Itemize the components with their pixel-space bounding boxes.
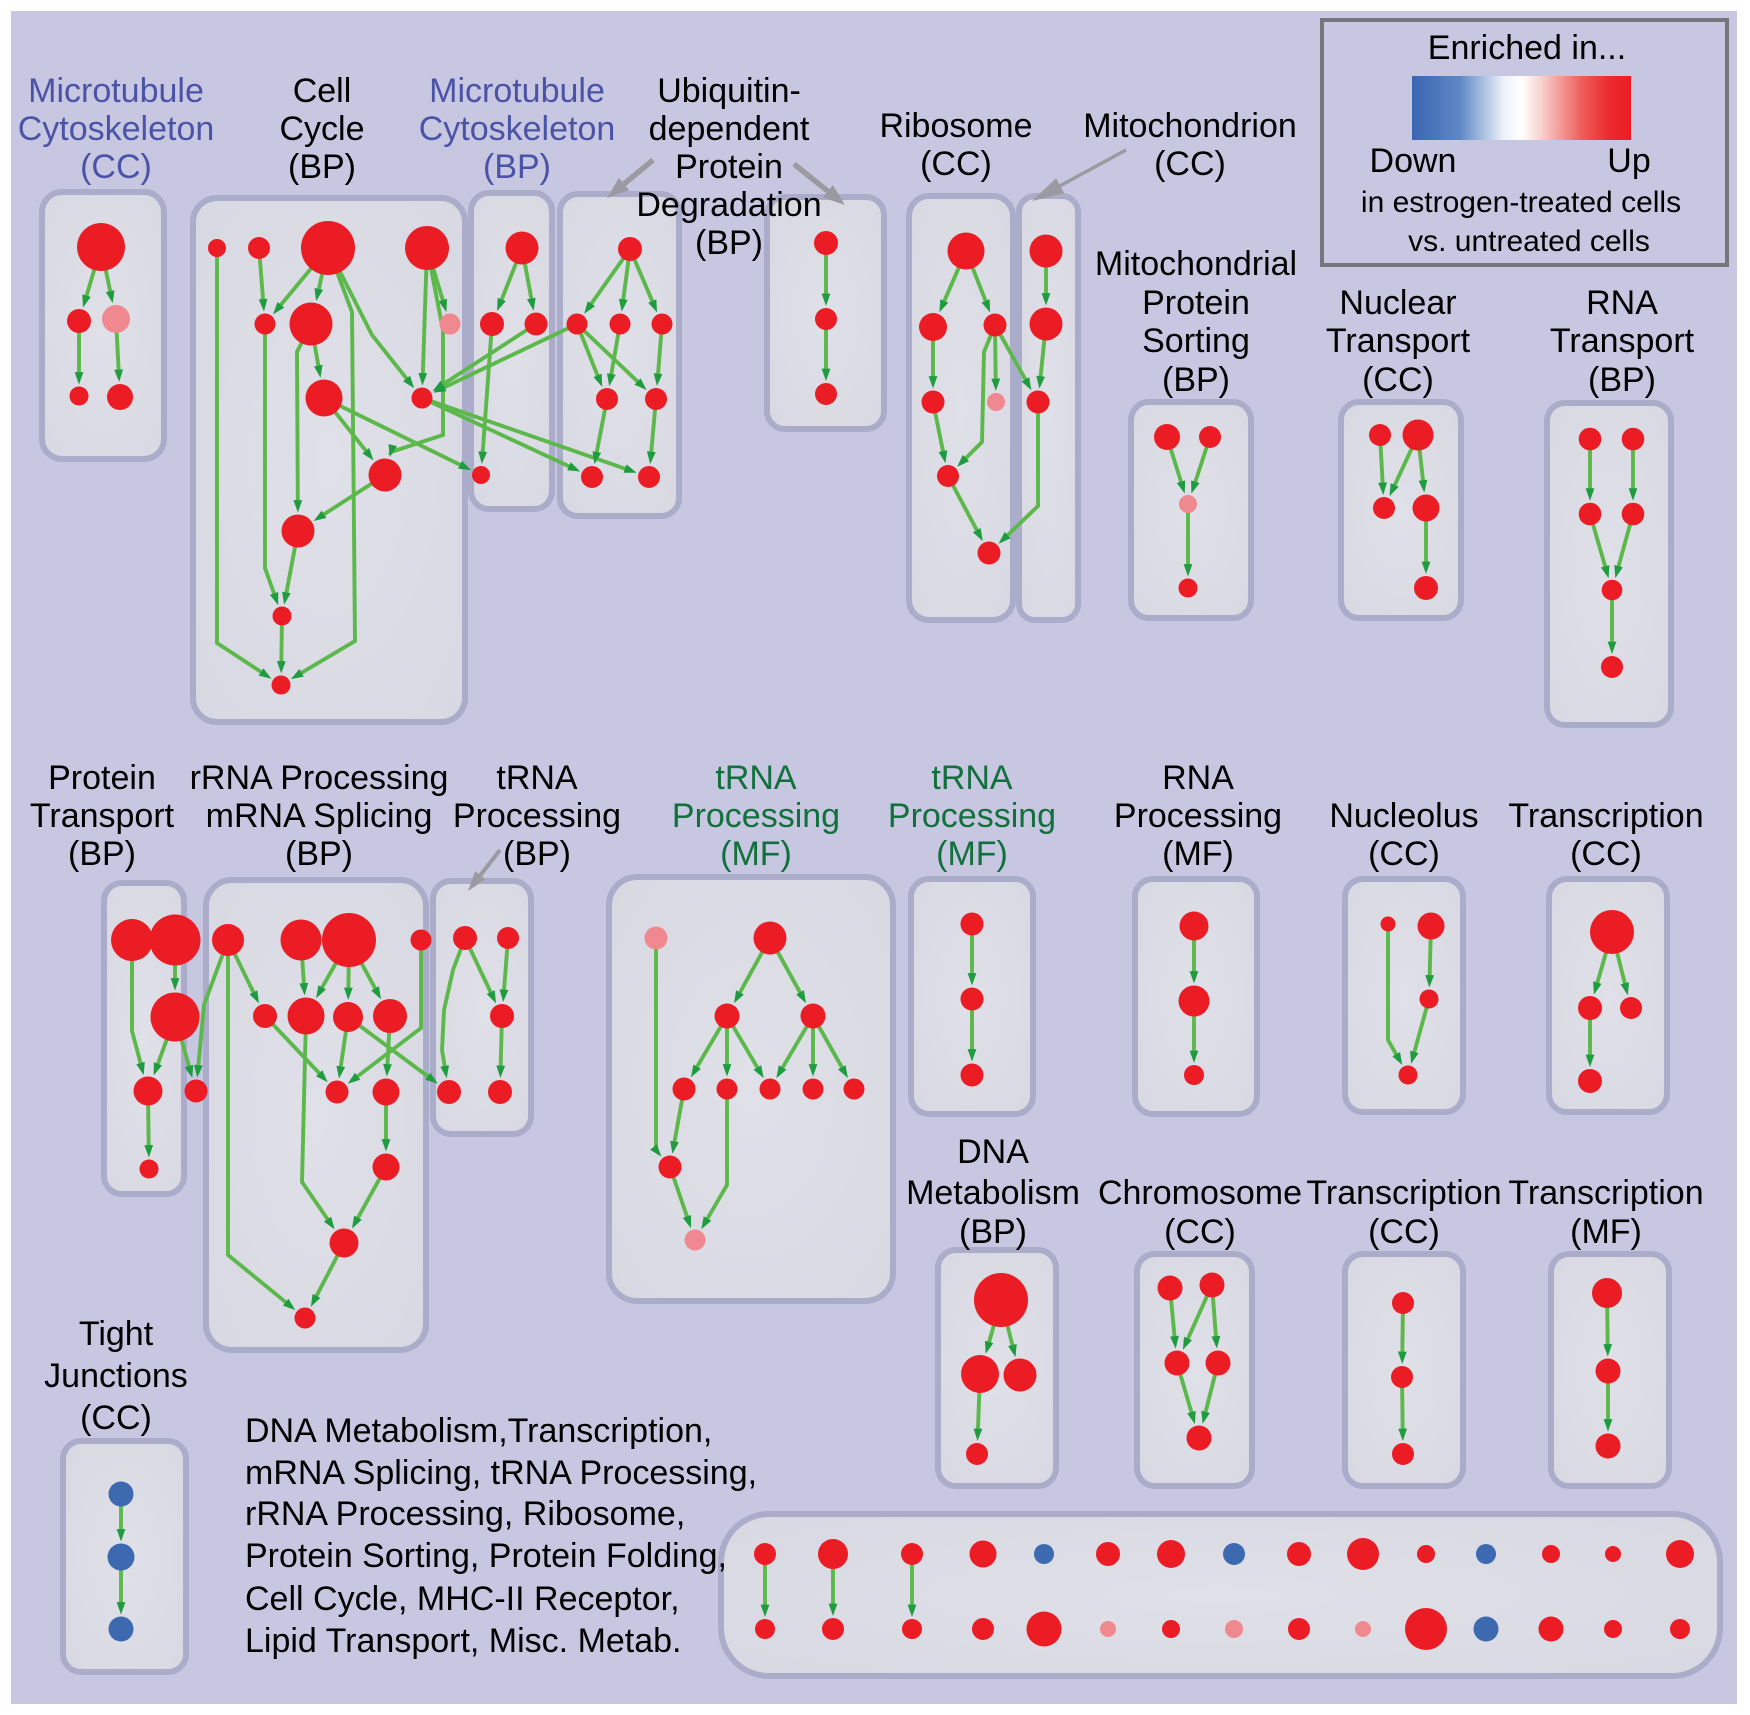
svg-text:Junctions: Junctions (44, 1357, 188, 1395)
svg-text:(BP): (BP) (68, 835, 136, 873)
svg-text:Protein: Protein (1142, 284, 1250, 322)
svg-text:Transcription: Transcription (1508, 1174, 1703, 1212)
svg-text:tRNA: tRNA (931, 759, 1013, 797)
svg-text:Mitochondrial: Mitochondrial (1095, 245, 1297, 283)
svg-text:Transcription: Transcription (1508, 797, 1703, 835)
svg-text:Mitochondrion: Mitochondrion (1083, 107, 1297, 145)
svg-text:(BP): (BP) (285, 835, 353, 873)
svg-text:Metabolism: Metabolism (906, 1174, 1080, 1212)
svg-text:(MF): (MF) (720, 835, 792, 873)
svg-text:mRNA Splicing, tRNA Processing: mRNA Splicing, tRNA Processing, (245, 1454, 757, 1492)
svg-text:Down: Down (1370, 142, 1457, 180)
svg-text:Transcription: Transcription (1306, 1174, 1501, 1212)
svg-text:Cytoskeleton: Cytoskeleton (18, 110, 215, 148)
svg-text:Nuclear: Nuclear (1339, 284, 1456, 322)
svg-text:DNA Metabolism,Transcription,: DNA Metabolism,Transcription, (245, 1412, 712, 1450)
svg-text:(MF): (MF) (1162, 835, 1234, 873)
svg-text:(BP): (BP) (483, 148, 551, 186)
svg-text:Processing: Processing (672, 797, 840, 835)
svg-text:(CC): (CC) (80, 1399, 152, 1437)
svg-text:Nucleolus: Nucleolus (1329, 797, 1478, 835)
svg-text:(CC): (CC) (80, 148, 152, 186)
svg-text:Processing: Processing (1114, 797, 1282, 835)
svg-text:(BP): (BP) (959, 1213, 1027, 1251)
svg-text:Chromosome: Chromosome (1098, 1174, 1302, 1212)
svg-text:(MF): (MF) (936, 835, 1008, 873)
svg-text:dependent: dependent (649, 110, 810, 148)
svg-text:(CC): (CC) (1362, 361, 1434, 399)
svg-text:(BP): (BP) (695, 224, 763, 262)
svg-text:Sorting: Sorting (1142, 322, 1250, 360)
svg-text:tRNA: tRNA (496, 759, 578, 797)
svg-text:(CC): (CC) (1368, 835, 1440, 873)
svg-text:Up: Up (1607, 142, 1650, 180)
svg-text:Cytoskeleton: Cytoskeleton (419, 110, 616, 148)
svg-text:Transport: Transport (30, 797, 175, 835)
svg-text:Degradation: Degradation (636, 186, 821, 224)
svg-text:Microtubule: Microtubule (429, 72, 605, 110)
svg-text:Tight: Tight (79, 1315, 154, 1353)
svg-text:vs. untreated cells: vs. untreated cells (1408, 225, 1650, 258)
svg-text:Protein: Protein (48, 759, 156, 797)
svg-text:(CC): (CC) (1154, 145, 1226, 183)
svg-text:Processing: Processing (888, 797, 1056, 835)
svg-text:Transport: Transport (1550, 322, 1695, 360)
svg-text:rRNA Processing, Ribosome,: rRNA Processing, Ribosome, (245, 1495, 685, 1533)
svg-text:RNA: RNA (1586, 284, 1658, 322)
svg-text:(BP): (BP) (503, 835, 571, 873)
svg-text:(CC): (CC) (920, 145, 992, 183)
svg-text:DNA: DNA (957, 1133, 1029, 1171)
svg-text:in estrogen-treated cells: in estrogen-treated cells (1361, 186, 1681, 219)
svg-text:mRNA Splicing: mRNA Splicing (206, 797, 433, 835)
svg-text:Ribosome: Ribosome (879, 107, 1032, 145)
svg-text:(BP): (BP) (1588, 361, 1656, 399)
svg-text:Processing: Processing (453, 797, 621, 835)
svg-text:Cell: Cell (293, 72, 352, 110)
svg-text:(CC): (CC) (1368, 1213, 1440, 1251)
svg-text:rRNA Processing: rRNA Processing (190, 759, 449, 797)
svg-text:Protein: Protein (675, 148, 783, 186)
svg-text:tRNA: tRNA (715, 759, 797, 797)
svg-text:Microtubule: Microtubule (28, 72, 204, 110)
svg-text:Ubiquitin-: Ubiquitin- (657, 72, 801, 110)
svg-text:Transport: Transport (1326, 322, 1471, 360)
svg-text:Lipid Transport, Misc. Metab.: Lipid Transport, Misc. Metab. (245, 1622, 682, 1660)
svg-text:(BP): (BP) (1162, 361, 1230, 399)
svg-text:Protein Sorting, Protein Foldi: Protein Sorting, Protein Folding, (245, 1537, 727, 1575)
svg-text:(CC): (CC) (1570, 835, 1642, 873)
svg-text:Cell Cycle, MHC-II Receptor,: Cell Cycle, MHC-II Receptor, (245, 1580, 680, 1618)
svg-text:(BP): (BP) (288, 148, 356, 186)
svg-text:RNA: RNA (1162, 759, 1234, 797)
svg-text:(CC): (CC) (1164, 1213, 1236, 1251)
svg-text:(MF): (MF) (1570, 1213, 1642, 1251)
svg-text:Cycle: Cycle (279, 110, 364, 148)
svg-text:Enriched in...: Enriched in... (1428, 29, 1626, 67)
